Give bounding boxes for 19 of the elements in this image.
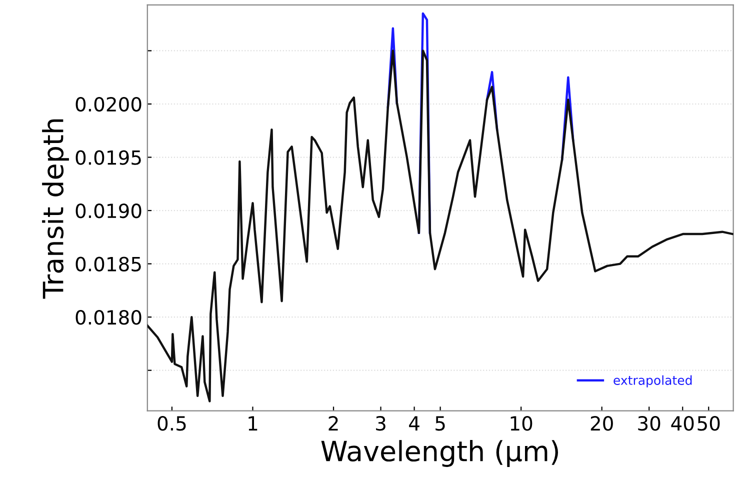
x-tick-label: 3	[376, 416, 386, 431]
x-tick-label: 10	[510, 416, 532, 431]
legend-label: extrapolated	[614, 375, 692, 388]
x-axis-title: Wavelength (µm)	[321, 440, 558, 467]
x-tick-label: 5	[436, 416, 445, 431]
x-tick-label: 30	[638, 416, 660, 431]
y-tick-label: 0.0185	[76, 256, 141, 272]
y-tick-label: 0.0195	[76, 150, 141, 165]
y-tick-label: 0.0180	[76, 310, 142, 325]
x-tick-label: 40	[671, 416, 694, 431]
x-tick-label: 20	[590, 416, 613, 431]
x-tick-label: 0.5	[158, 416, 186, 431]
y-axis-title: Transit depth	[42, 119, 69, 299]
y-tick-label: 0.0190	[76, 203, 142, 218]
x-tick-label: 50	[698, 416, 720, 431]
x-tick-label: 1	[248, 416, 258, 430]
y-tick-label: 0.0200	[76, 96, 142, 112]
x-tick-label: 4	[409, 416, 420, 430]
x-tick-label: 2	[328, 416, 338, 430]
